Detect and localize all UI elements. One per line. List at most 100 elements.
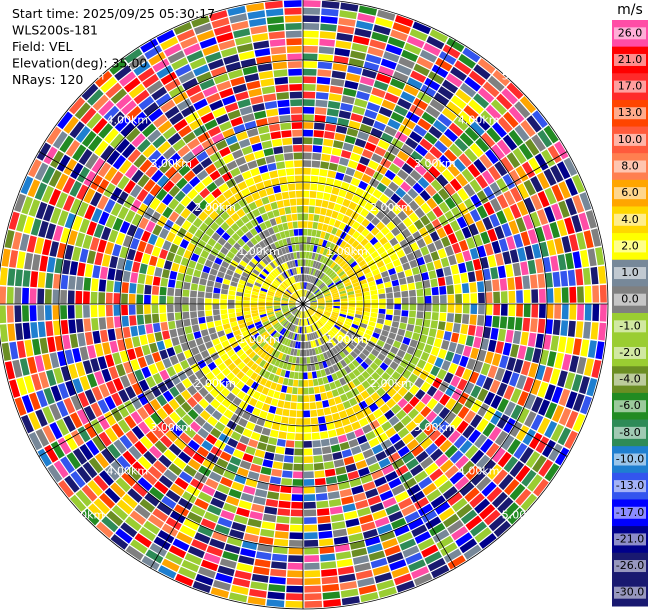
radar-cell	[158, 565, 177, 579]
radar-cell	[320, 553, 336, 562]
radar-cell	[140, 38, 159, 53]
radar-cell	[372, 332, 380, 339]
radar-cell	[154, 481, 169, 495]
radar-cell	[272, 331, 279, 339]
radar-cell	[352, 378, 361, 387]
radar-cell	[397, 386, 408, 397]
radar-cell	[162, 358, 172, 369]
radar-cell	[68, 275, 76, 290]
radar-cell	[286, 45, 302, 53]
radar-cell	[50, 385, 62, 402]
radar-cell	[546, 288, 554, 303]
radar-cell	[110, 202, 123, 217]
radar-cell	[39, 337, 49, 354]
radar-cell	[444, 210, 456, 223]
radar-cell	[281, 353, 287, 361]
radar-cell	[291, 122, 303, 129]
radar-cell	[419, 334, 428, 344]
radar-cell	[95, 452, 110, 469]
radar-cell	[303, 334, 306, 341]
radar-cell	[329, 382, 337, 390]
radar-cell	[280, 255, 286, 263]
radar-cell	[308, 387, 315, 395]
radar-cell	[253, 496, 266, 506]
radar-cell	[303, 106, 315, 114]
radar-cell	[306, 318, 310, 325]
radar-cell	[311, 425, 320, 433]
radar-cell	[138, 96, 155, 111]
radar-cell	[263, 353, 271, 361]
radar-cell	[409, 304, 417, 311]
radar-cell	[486, 486, 503, 503]
radar-cell	[238, 138, 251, 148]
radar-cell	[296, 318, 300, 325]
radar-cell	[137, 356, 147, 369]
radar-cell	[480, 132, 496, 148]
radar-cell	[387, 387, 397, 398]
radar-cell	[385, 262, 394, 270]
radar-cell	[340, 588, 359, 598]
radar-cell	[171, 336, 180, 347]
radar-cell	[216, 404, 227, 415]
radar-cell	[164, 78, 181, 92]
radar-cell	[424, 551, 442, 565]
radar-cell	[106, 510, 124, 527]
radar-cell	[360, 263, 369, 271]
radar-cell	[77, 262, 86, 277]
radar-cell	[290, 316, 295, 323]
radar-cell	[250, 297, 258, 302]
radar-cell	[388, 163, 401, 174]
radar-cell	[418, 418, 430, 431]
radar-cell	[390, 78, 406, 90]
radar-cell	[339, 441, 350, 451]
radar-cell	[340, 328, 348, 335]
radar-cell	[408, 289, 416, 297]
radar-cell	[507, 438, 521, 455]
radar-cell	[599, 304, 607, 322]
radar-cell	[294, 259, 298, 267]
radar-cell	[151, 285, 160, 295]
radar-cell	[281, 272, 287, 280]
radar-cell	[281, 306, 289, 310]
radar-cell	[226, 536, 243, 547]
radar-cell	[267, 253, 275, 261]
radar-cell	[356, 224, 366, 234]
radar-cell	[223, 241, 233, 251]
radar-cell	[493, 520, 511, 538]
radar-cell	[250, 431, 261, 441]
radar-cell	[14, 397, 27, 416]
radar-cell	[246, 80, 261, 90]
radar-cell	[348, 309, 355, 314]
radar-cell	[209, 199, 220, 210]
radar-cell	[45, 321, 54, 337]
radar-cell	[272, 260, 279, 267]
radar-cell	[269, 429, 279, 438]
radar-cell	[362, 287, 370, 293]
radar-cell	[275, 407, 283, 416]
radar-cell	[383, 357, 393, 366]
radar-cell	[185, 111, 200, 124]
radar-cell	[104, 241, 115, 255]
radar-cell	[338, 110, 352, 120]
radar-cell	[37, 272, 46, 288]
radar-cell	[136, 304, 144, 315]
radar-cell	[194, 498, 209, 510]
radar-cell	[288, 245, 293, 253]
radar-cell	[318, 299, 325, 302]
radar-cell	[252, 391, 261, 400]
radar-cell	[250, 237, 258, 246]
radar-cell	[445, 398, 457, 411]
radar-cell	[303, 448, 313, 456]
radar-cell	[8, 211, 20, 230]
radar-cell	[339, 240, 347, 249]
radar-cell	[279, 424, 288, 432]
radar-cell	[480, 256, 489, 269]
radar-cell	[56, 154, 71, 172]
radar-cell	[124, 209, 136, 223]
radar-cell	[273, 69, 288, 78]
radar-cell	[557, 427, 571, 446]
radar-cell	[195, 337, 204, 346]
radar-cell	[295, 433, 303, 441]
radar-cell	[301, 311, 303, 319]
radar-cell	[227, 109, 241, 120]
